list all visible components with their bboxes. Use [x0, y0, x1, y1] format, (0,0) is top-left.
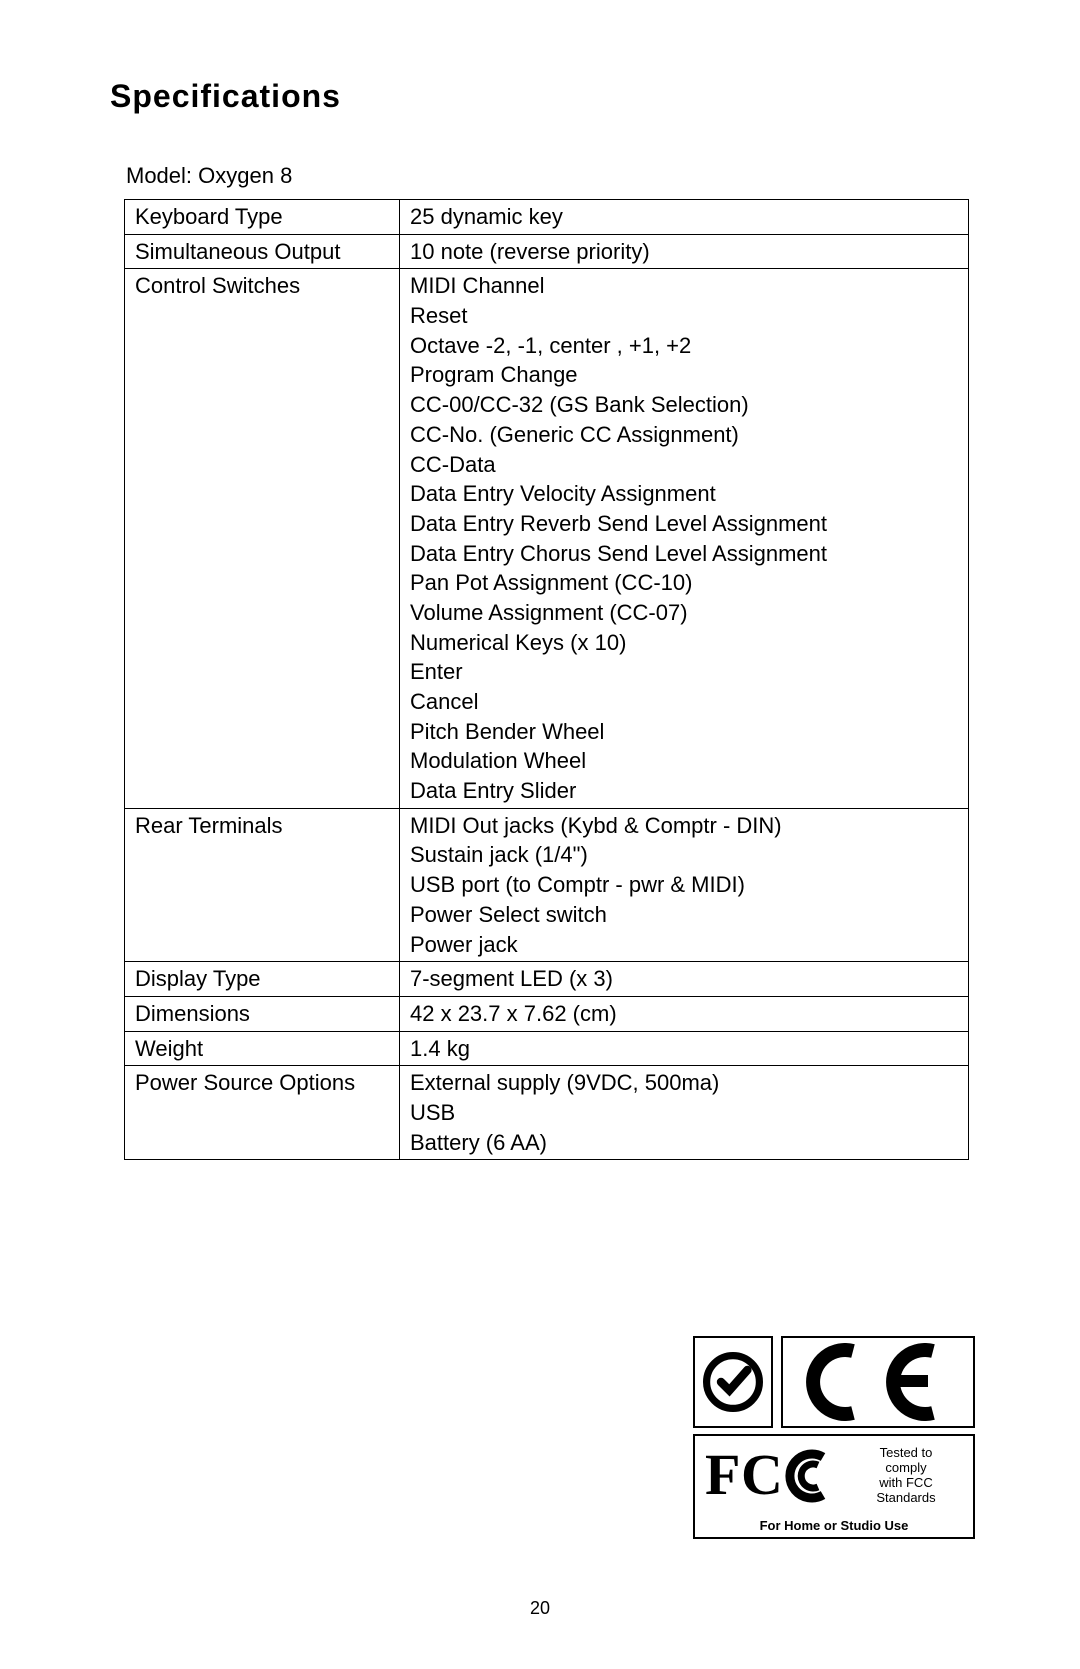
- page-number: 20: [0, 1598, 1080, 1619]
- fcc-text-line: with FCC: [845, 1476, 967, 1491]
- spec-table-body: Keyboard Type25 dynamic keySimultaneous …: [125, 200, 969, 1160]
- fcc-usage-text: For Home or Studio Use: [695, 1516, 973, 1537]
- table-row: Simultaneous Output 10 note (reverse prio…: [125, 234, 969, 269]
- spec-label: Simultaneous Output: [125, 234, 400, 269]
- spec-label: Rear Terminals: [125, 808, 400, 961]
- spec-table: Keyboard Type25 dynamic keySimultaneous …: [124, 199, 969, 1160]
- spec-value-line: Power jack: [410, 930, 960, 960]
- spec-value-line: Enter: [410, 657, 960, 687]
- spec-value: 1.4 kg: [400, 1031, 969, 1066]
- spec-value-line: Volume Assignment (CC-07): [410, 598, 960, 628]
- table-row: Control SwitchesMIDI ChannelResetOctave …: [125, 269, 969, 808]
- spec-label: Control Switches: [125, 269, 400, 808]
- fcc-text-line: Standards: [845, 1491, 967, 1506]
- fcc-text-line: Tested to: [845, 1446, 967, 1461]
- spec-value-line: 7-segment LED (x 3): [410, 964, 960, 994]
- svg-text:C: C: [741, 1444, 783, 1507]
- table-row: Dimensions 42 x 23.7 x 7.62 (cm): [125, 996, 969, 1031]
- ce-mark-box: [781, 1336, 975, 1428]
- table-row: Display Type 7-segment LED (x 3): [125, 962, 969, 997]
- model-line: Model: Oxygen 8: [126, 163, 980, 189]
- fcc-compliance-text: Tested tocomplywith FCCStandards: [845, 1446, 973, 1506]
- spec-value-line: 10 note (reverse priority): [410, 237, 960, 267]
- spec-label: Dimensions: [125, 996, 400, 1031]
- fcc-icon: F C: [695, 1444, 845, 1508]
- spec-value-line: 25 dynamic key: [410, 202, 960, 232]
- spec-value-line: Pitch Bender Wheel: [410, 717, 960, 747]
- spec-label: Power Source Options: [125, 1066, 400, 1160]
- spec-value-line: USB: [410, 1098, 960, 1128]
- spec-value-line: Program Change: [410, 360, 960, 390]
- fcc-text-line: comply: [845, 1461, 967, 1476]
- spec-value-line: Reset: [410, 301, 960, 331]
- table-row: Keyboard Type 25 dynamic key: [125, 200, 969, 235]
- spec-value-line: Power Select switch: [410, 900, 960, 930]
- spec-value-line: Pan Pot Assignment (CC-10): [410, 568, 960, 598]
- spec-value-line: 1.4 kg: [410, 1034, 960, 1064]
- spec-value: 7-segment LED (x 3): [400, 962, 969, 997]
- spec-value: 10 note (reverse priority): [400, 234, 969, 269]
- spec-value-line: External supply (9VDC, 500ma): [410, 1068, 960, 1098]
- spec-value-line: Numerical Keys (x 10): [410, 628, 960, 658]
- spec-value-line: Data Entry Slider: [410, 776, 960, 806]
- ctick-mark-box: [693, 1336, 773, 1428]
- spec-value-line: CC-00/CC-32 (GS Bank Selection): [410, 390, 960, 420]
- ctick-icon: [703, 1352, 763, 1412]
- spec-value-line: CC-Data: [410, 450, 960, 480]
- spec-value-line: CC-No. (Generic CC Assignment): [410, 420, 960, 450]
- spec-value-line: MIDI Channel: [410, 271, 960, 301]
- spec-value: 42 x 23.7 x 7.62 (cm): [400, 996, 969, 1031]
- spec-value-line: Octave -2, -1, center , +1, +2: [410, 331, 960, 361]
- spec-value: MIDI Out jacks (Kybd & Comptr - DIN)Sust…: [400, 808, 969, 961]
- certification-block: F C Tested tocomplywith FCCStandards For…: [693, 1336, 978, 1539]
- spec-value-line: Battery (6 AA): [410, 1128, 960, 1158]
- spec-label: Weight: [125, 1031, 400, 1066]
- spec-value-line: Data Entry Reverb Send Level Assignment: [410, 509, 960, 539]
- spec-value: MIDI ChannelResetOctave -2, -1, center ,…: [400, 269, 969, 808]
- ce-icon: [798, 1343, 958, 1421]
- spec-value-line: MIDI Out jacks (Kybd & Comptr - DIN): [410, 811, 960, 841]
- spec-label: Display Type: [125, 962, 400, 997]
- spec-value-line: Modulation Wheel: [410, 746, 960, 776]
- table-row: Weight 1.4 kg: [125, 1031, 969, 1066]
- spec-value: External supply (9VDC, 500ma)USBBattery …: [400, 1066, 969, 1160]
- spec-label: Keyboard Type: [125, 200, 400, 235]
- spec-value-line: Data Entry Velocity Assignment: [410, 479, 960, 509]
- table-row: Rear TerminalsMIDI Out jacks (Kybd & Com…: [125, 808, 969, 961]
- svg-text:F: F: [705, 1444, 740, 1507]
- spec-value: 25 dynamic key: [400, 200, 969, 235]
- table-row: Power Source OptionsExternal supply (9VD…: [125, 1066, 969, 1160]
- spec-value-line: USB port (to Comptr - pwr & MIDI): [410, 870, 960, 900]
- spec-value-line: Sustain jack (1/4"): [410, 840, 960, 870]
- fcc-box: F C Tested tocomplywith FCCStandards For…: [693, 1434, 975, 1539]
- page-heading: Specifications: [110, 78, 980, 115]
- spec-value-line: 42 x 23.7 x 7.62 (cm): [410, 999, 960, 1029]
- spec-value-line: Data Entry Chorus Send Level Assignment: [410, 539, 960, 569]
- spec-value-line: Cancel: [410, 687, 960, 717]
